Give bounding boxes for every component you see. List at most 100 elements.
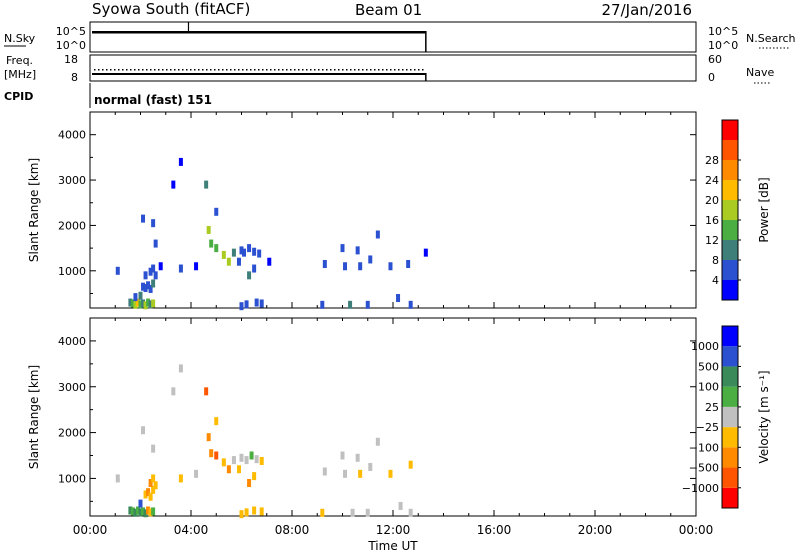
nsearch-dot [224,32,226,34]
data-point [242,248,247,257]
colorbar-segment [722,346,738,367]
nsearch-dot [179,32,181,34]
data-point [178,264,183,273]
data-point [239,510,244,519]
nsearch-dot [339,32,341,34]
y-tick-label: 3000 [58,381,86,394]
nave-dot [258,69,260,71]
data-point [396,294,401,303]
nave-dot [162,69,164,71]
nsky-label: N.Sky [4,32,36,45]
data-point [143,271,148,280]
nave-dot [190,69,192,71]
data-point [231,456,236,465]
colorbar-segment [722,280,738,300]
nave-dot [198,69,200,71]
y-tick-label: 1000 [58,265,86,278]
x-tick-label: 08:00 [275,523,310,537]
colorbar-segment [722,180,738,200]
nsearch-dot [154,32,156,34]
nsearch-dot [139,32,141,34]
nave-dot [342,69,344,71]
data-point [153,271,158,280]
nsearch-dot [129,32,131,34]
nsearch-dot [389,32,391,34]
nave-dot [358,69,360,71]
nave-dot [154,69,156,71]
nsearch-dot [164,32,166,34]
nave-dot [286,69,288,71]
nsearch-dot [404,32,406,34]
x-tick-label: 12:00 [376,523,411,537]
data-point [194,469,199,478]
nsearch-dot [334,32,336,34]
nave-dot [382,69,384,71]
data-point [388,469,393,478]
nsearch-dot [229,32,231,34]
data-point [148,284,153,293]
nave-dot [294,69,296,71]
nave-dot [362,69,364,71]
nave-dot [170,69,172,71]
nave-label: Nave [746,66,774,79]
data-point [133,508,138,517]
data-point [128,298,133,307]
data-point [133,300,138,309]
nsearch-dot [144,32,146,34]
nsearch-dot [364,32,366,34]
data-point [146,281,151,290]
nsearch-label: N.Search [746,32,796,45]
data-point [244,300,249,309]
nave-dot [318,69,320,71]
data-point [247,479,252,487]
data-point [355,246,360,255]
data-point [138,508,143,517]
data-point [178,364,183,373]
nsearch-dot [284,32,286,34]
freq-panel: Freq. [MHz] 18 8 60 0 Nave [4,53,774,84]
data-point [358,469,363,478]
nsearch-dot [214,32,216,34]
nave-dot [330,69,332,71]
nsearch-dot [349,32,351,34]
time-axis: 00:00 04:00 08:00 12:00 16:00 20:00 00:00 [73,523,714,537]
colorbar-segment [722,467,738,488]
data-point [158,262,163,271]
nave-dot [338,69,340,71]
nsearch-dot [329,32,331,34]
nsearch-dot [104,32,106,34]
nave-dot [374,69,376,71]
nsearch-dot [419,32,421,34]
colorbar-segment [722,406,738,428]
nsky-right-tick-bottom: 10^0 [708,39,738,52]
colorbar-frame [721,325,739,509]
data-point [244,508,249,517]
nsearch-dot [264,32,266,34]
nsky-left-tick-top: 10^5 [56,25,86,38]
nave-dot [310,69,312,71]
data-point [141,299,146,308]
plot-frame [89,317,697,517]
freq-label: Freq. [6,54,33,67]
data-point [153,239,158,248]
nsearch-dot [189,32,191,34]
nsearch-dot [259,32,261,34]
nave-dot [214,69,216,71]
data-point [348,300,353,309]
data-point [171,387,176,396]
nave-dot [422,69,424,71]
nsearch-dot [304,32,306,34]
data-point [141,507,146,516]
data-point [340,244,345,253]
y-tick-label: 3000 [58,174,86,187]
data-point [138,499,143,508]
nave-dot [166,69,168,71]
nsearch-dot [359,32,361,34]
nave-dot [398,69,400,71]
data-point [204,180,209,189]
data-point [259,457,264,465]
colorbar-segment [722,140,738,160]
station-title: Syowa South (fitACF) [92,0,250,18]
nave-dot [138,69,140,71]
data-point [355,453,360,462]
